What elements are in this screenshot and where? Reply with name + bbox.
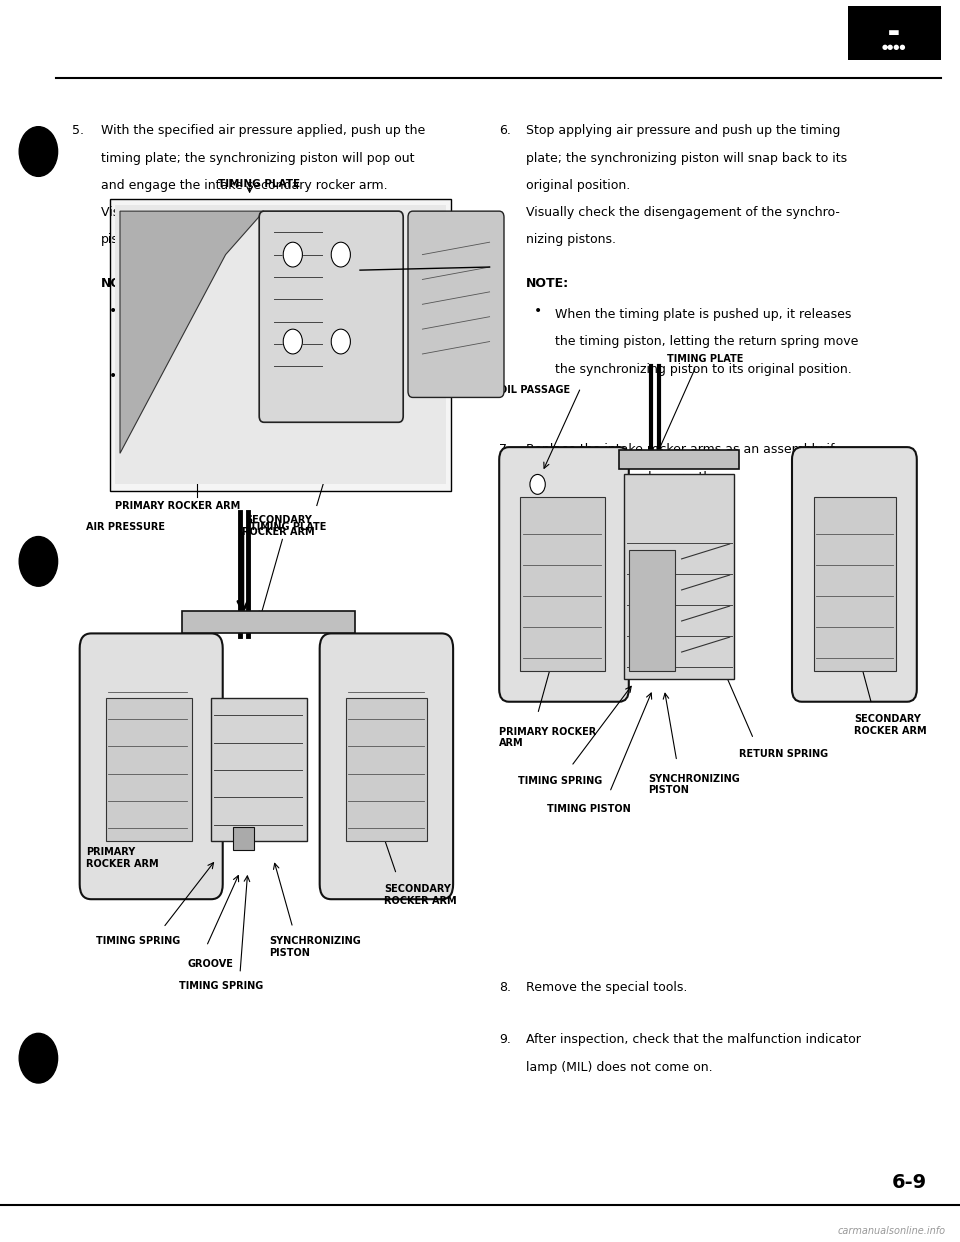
Circle shape xyxy=(331,242,350,267)
Text: lamp (MIL) does not come on.: lamp (MIL) does not come on. xyxy=(526,1061,712,1073)
Text: TIMING SPRING: TIMING SPRING xyxy=(179,981,263,991)
Text: TIMING SPRING: TIMING SPRING xyxy=(96,936,180,946)
Text: TIMING
PLATE
SPRING: TIMING PLATE SPRING xyxy=(432,224,470,253)
Circle shape xyxy=(530,474,545,494)
Bar xyxy=(211,698,307,841)
Text: TIMING PISTON: TIMING PISTON xyxy=(547,804,631,814)
Text: SYNCHRONIZING
PISTON: SYNCHRONIZING PISTON xyxy=(269,936,361,958)
Text: TIMING PLATE: TIMING PLATE xyxy=(250,522,326,532)
Text: and engage the intake secondary rocker arm.: and engage the intake secondary rocker a… xyxy=(101,179,388,191)
Text: original position.: original position. xyxy=(526,179,631,191)
Text: the timing piston, letting the return spring move: the timing piston, letting the return sp… xyxy=(555,335,858,348)
Text: PRIMARY
ROCKER ARM: PRIMARY ROCKER ARM xyxy=(86,847,159,868)
Text: SECONDARY
ROCKER ARM: SECONDARY ROCKER ARM xyxy=(384,884,457,905)
Text: TIMING SPRING: TIMING SPRING xyxy=(518,776,603,786)
Text: SYNCHRONIZING
PISTON: SYNCHRONIZING PISTON xyxy=(648,774,740,795)
Circle shape xyxy=(19,537,58,586)
Circle shape xyxy=(19,127,58,176)
Text: Visually check the disengagement of the synchro-: Visually check the disengagement of the … xyxy=(526,206,840,219)
Text: Visually check the engagement of the synchronizing: Visually check the engagement of the syn… xyxy=(101,206,429,219)
Text: With the timing plate engaged in the groove on: With the timing plate engaged in the gro… xyxy=(130,373,428,385)
Text: 9.: 9. xyxy=(499,1033,511,1046)
FancyBboxPatch shape xyxy=(408,211,504,397)
Text: pushed out position.: pushed out position. xyxy=(130,427,257,440)
Circle shape xyxy=(331,329,350,354)
Text: plate; the synchronizing piston will snap back to its: plate; the synchronizing piston will sna… xyxy=(526,152,848,164)
Text: After inspection, check that the malfunction indicator: After inspection, check that the malfunc… xyxy=(526,1033,861,1046)
Text: piston.: piston. xyxy=(101,233,143,246)
Text: SECONDARY
ROCKER ARM: SECONDARY ROCKER ARM xyxy=(242,515,315,537)
Bar xyxy=(346,698,427,841)
Bar xyxy=(814,497,896,671)
Circle shape xyxy=(19,1033,58,1083)
Bar xyxy=(115,205,446,484)
Text: OIL PASSAGE: OIL PASSAGE xyxy=(499,385,570,395)
Text: PRIMARY ROCKER ARM: PRIMARY ROCKER ARM xyxy=(115,501,240,510)
Text: GROOVE: GROOVE xyxy=(187,959,233,969)
Text: PRIMARY ROCKER
ARM: PRIMARY ROCKER ARM xyxy=(499,727,596,748)
Text: 7.: 7. xyxy=(499,443,512,456)
Text: either does not work correctly.: either does not work correctly. xyxy=(526,471,716,483)
Bar xyxy=(106,698,192,841)
FancyBboxPatch shape xyxy=(80,633,223,899)
Text: the synchronizing piston to its original position.: the synchronizing piston to its original… xyxy=(555,363,852,375)
Text: between the secondary and primary rocker arms.: between the secondary and primary rocker… xyxy=(130,335,440,348)
Text: NOTE:: NOTE: xyxy=(526,277,569,289)
Text: NOTE:: NOTE: xyxy=(101,277,144,289)
Text: the timing piston, the piston is locked in the: the timing piston, the piston is locked … xyxy=(130,400,405,412)
Bar xyxy=(110,199,451,491)
Text: carmanualsonline.info: carmanualsonline.info xyxy=(837,1226,946,1236)
Bar xyxy=(619,450,739,469)
Text: When the timing plate is pushed up, it releases: When the timing plate is pushed up, it r… xyxy=(555,308,852,320)
FancyBboxPatch shape xyxy=(259,211,403,422)
Bar xyxy=(182,611,355,633)
FancyBboxPatch shape xyxy=(848,6,941,60)
Polygon shape xyxy=(120,211,264,453)
Text: TIMING PLATE: TIMING PLATE xyxy=(667,354,744,364)
Circle shape xyxy=(283,329,302,354)
Text: The synchronizing piston can be seen in the gap: The synchronizing piston can be seen in … xyxy=(130,308,433,320)
Text: With the specified air pressure applied, push up the: With the specified air pressure applied,… xyxy=(101,124,425,137)
Text: Replace the intake rocker arms as an assembly if: Replace the intake rocker arms as an ass… xyxy=(526,443,834,456)
FancyBboxPatch shape xyxy=(320,633,453,899)
Text: 6-9: 6-9 xyxy=(891,1174,926,1192)
Text: SECONDARY
ROCKER ARM: SECONDARY ROCKER ARM xyxy=(854,714,927,735)
Text: nizing pistons.: nizing pistons. xyxy=(526,233,616,246)
Text: AIR PRESSURE: AIR PRESSURE xyxy=(86,522,165,532)
Text: •: • xyxy=(108,369,117,383)
Bar xyxy=(629,549,675,671)
Text: Stop applying air pressure and push up the timing: Stop applying air pressure and push up t… xyxy=(526,124,840,137)
Text: 8.: 8. xyxy=(499,981,512,994)
FancyBboxPatch shape xyxy=(792,447,917,702)
Text: Remove the special tools.: Remove the special tools. xyxy=(526,981,687,994)
Text: 5.: 5. xyxy=(72,124,84,137)
FancyBboxPatch shape xyxy=(499,447,629,702)
Text: ●●●●: ●●●● xyxy=(881,45,906,50)
Text: RETURN SPRING: RETURN SPRING xyxy=(739,749,828,759)
Text: timing plate; the synchronizing piston will pop out: timing plate; the synchronizing piston w… xyxy=(101,152,415,164)
Text: 6.: 6. xyxy=(499,124,511,137)
Circle shape xyxy=(283,242,302,267)
Bar xyxy=(624,474,734,679)
Text: ▬: ▬ xyxy=(888,26,900,39)
Bar xyxy=(520,497,605,671)
Text: •: • xyxy=(108,304,117,318)
Text: •: • xyxy=(534,304,542,318)
Bar xyxy=(233,827,254,850)
Text: TIMING PLATE: TIMING PLATE xyxy=(218,179,300,189)
